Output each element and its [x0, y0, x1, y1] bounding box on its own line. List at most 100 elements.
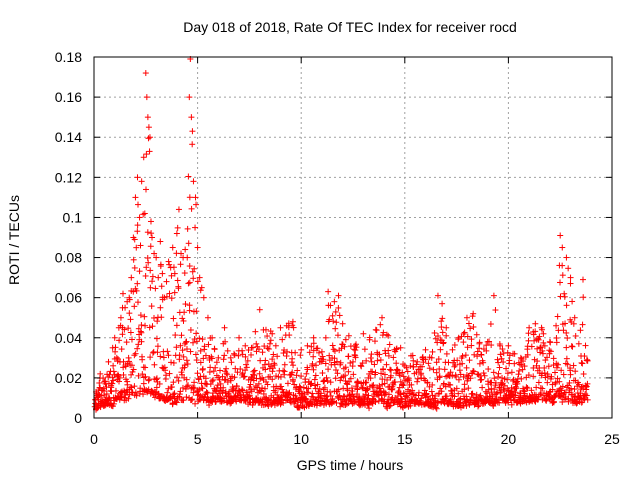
data-point — [231, 374, 238, 381]
data-point — [341, 343, 348, 350]
data-point — [431, 329, 438, 336]
data-point — [304, 342, 311, 349]
data-point — [255, 346, 262, 353]
y-tick-label: 0.06 — [55, 290, 82, 306]
data-point — [182, 246, 189, 253]
data-point — [212, 364, 219, 371]
data-point — [374, 357, 381, 364]
data-point — [335, 386, 342, 393]
data-point — [413, 361, 420, 368]
data-point — [179, 315, 186, 322]
data-point — [269, 376, 276, 383]
data-point — [366, 336, 373, 343]
data-point — [128, 371, 135, 378]
data-point — [370, 382, 377, 389]
data-point — [501, 375, 508, 382]
data-point — [309, 390, 316, 397]
data-point — [289, 355, 296, 362]
data-point — [331, 348, 338, 355]
data-point — [509, 377, 516, 384]
data-point — [404, 368, 411, 375]
data-point — [422, 346, 429, 353]
data-point — [142, 70, 149, 77]
data-point — [563, 329, 570, 336]
data-point — [516, 367, 523, 374]
data-point — [110, 377, 117, 384]
data-point — [124, 381, 131, 388]
data-point — [142, 186, 149, 193]
data-point — [575, 340, 582, 347]
data-point — [315, 349, 322, 356]
data-point — [139, 371, 146, 378]
data-point — [224, 347, 231, 354]
data-point — [468, 336, 475, 343]
data-point — [175, 206, 182, 213]
data-point — [179, 371, 186, 378]
data-point — [331, 298, 338, 305]
data-point — [122, 304, 129, 311]
data-point — [192, 224, 199, 231]
data-point — [485, 366, 492, 373]
data-point — [171, 390, 178, 397]
data-point — [147, 354, 154, 361]
data-point — [447, 396, 454, 403]
data-point — [197, 287, 204, 294]
data-point — [105, 358, 112, 365]
data-point — [457, 395, 464, 402]
data-point — [156, 380, 163, 387]
data-point — [422, 356, 429, 363]
data-point — [459, 353, 466, 360]
data-point — [115, 324, 122, 331]
data-point — [525, 330, 532, 337]
data-point — [267, 328, 274, 335]
data-point — [140, 154, 147, 161]
data-point — [210, 368, 217, 375]
data-point — [200, 294, 207, 301]
data-point — [490, 369, 497, 376]
data-point — [347, 375, 354, 382]
data-point — [280, 367, 287, 374]
data-point — [437, 385, 444, 392]
data-point — [131, 264, 138, 271]
data-point — [126, 310, 133, 317]
data-point — [463, 364, 470, 371]
data-point — [554, 388, 561, 395]
data-point — [286, 332, 293, 339]
data-point — [342, 372, 349, 379]
data-point — [511, 350, 518, 357]
data-point — [559, 262, 566, 269]
data-point — [277, 324, 284, 331]
data-point — [549, 399, 556, 406]
data-point — [480, 370, 487, 377]
data-point — [475, 371, 482, 378]
data-point — [382, 389, 389, 396]
data-point — [172, 332, 179, 339]
data-point — [584, 356, 591, 363]
data-point — [186, 302, 193, 309]
data-point — [193, 338, 200, 345]
data-point — [199, 385, 206, 392]
data-point — [473, 331, 480, 338]
data-point — [269, 368, 276, 375]
data-point — [566, 379, 573, 386]
data-point — [303, 370, 310, 377]
data-point — [139, 356, 146, 363]
data-point — [410, 363, 417, 370]
data-point — [319, 353, 326, 360]
data-point — [229, 397, 236, 404]
data-point — [419, 363, 426, 370]
data-point — [195, 376, 202, 383]
data-point — [560, 327, 567, 334]
data-point — [563, 254, 570, 261]
data-point — [354, 378, 361, 385]
data-point — [221, 377, 228, 384]
data-point — [409, 387, 416, 394]
data-point — [443, 324, 450, 331]
data-point — [463, 393, 470, 400]
data-point — [408, 352, 415, 359]
data-point — [386, 403, 393, 410]
data-point — [201, 346, 208, 353]
data-point — [130, 234, 137, 241]
data-point — [234, 369, 241, 376]
data-point — [535, 336, 542, 343]
